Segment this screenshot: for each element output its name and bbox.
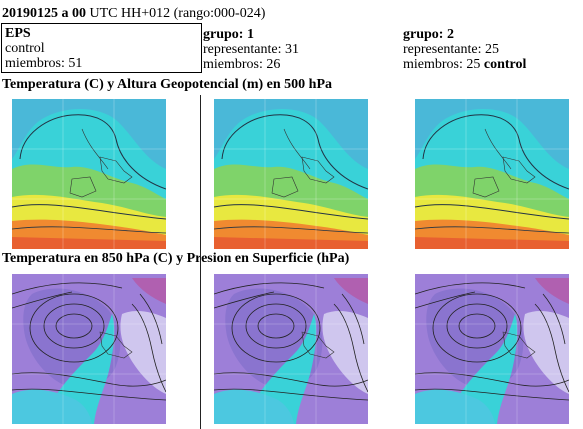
eps-line1: control: [5, 41, 45, 56]
section-title-500hpa: Temperatura (C) y Altura Geopotencial (m…: [2, 77, 332, 92]
grupo2-representante: representante: 25: [403, 42, 500, 57]
eps-box: EPS control miembros: 51: [1, 23, 202, 73]
map-850hpa-grupo1[interactable]: [214, 274, 368, 424]
column-divider: [200, 95, 201, 429]
grupo2-miembros: miembros: 25 control: [403, 57, 527, 72]
map-500hpa-grupo1[interactable]: [214, 99, 368, 249]
header-line: 20190125 a 00 UTC HH+012 (rango:000-024): [2, 6, 265, 22]
grupo2-control-label: control: [483, 57, 527, 72]
run-info: UTC HH+012 (rango:000-024): [86, 6, 266, 21]
section-title-850hpa: Temperatura en 850 hPa (C) y Presion en …: [2, 251, 350, 266]
map-850hpa-grupo2[interactable]: [415, 274, 569, 424]
grupo2-title: grupo: 2: [403, 27, 454, 42]
eps-title: EPS: [5, 26, 31, 41]
grupo1-title: grupo: 1: [203, 27, 254, 42]
map-500hpa-grupo2[interactable]: [415, 99, 569, 249]
grupo2-box: grupo: 2 representante: 25 miembros: 25 …: [403, 27, 526, 72]
map-500hpa-eps[interactable]: [12, 99, 166, 249]
grupo1-representante: representante: 31: [203, 42, 300, 57]
grupo1-miembros: miembros: 26: [203, 57, 281, 72]
grupo1-box: grupo: 1 representante: 31 miembros: 26: [203, 27, 299, 72]
map-850hpa-eps[interactable]: [12, 274, 166, 424]
run-date: 20190125 a 00: [2, 6, 86, 21]
eps-line2: miembros: 51: [5, 56, 83, 71]
